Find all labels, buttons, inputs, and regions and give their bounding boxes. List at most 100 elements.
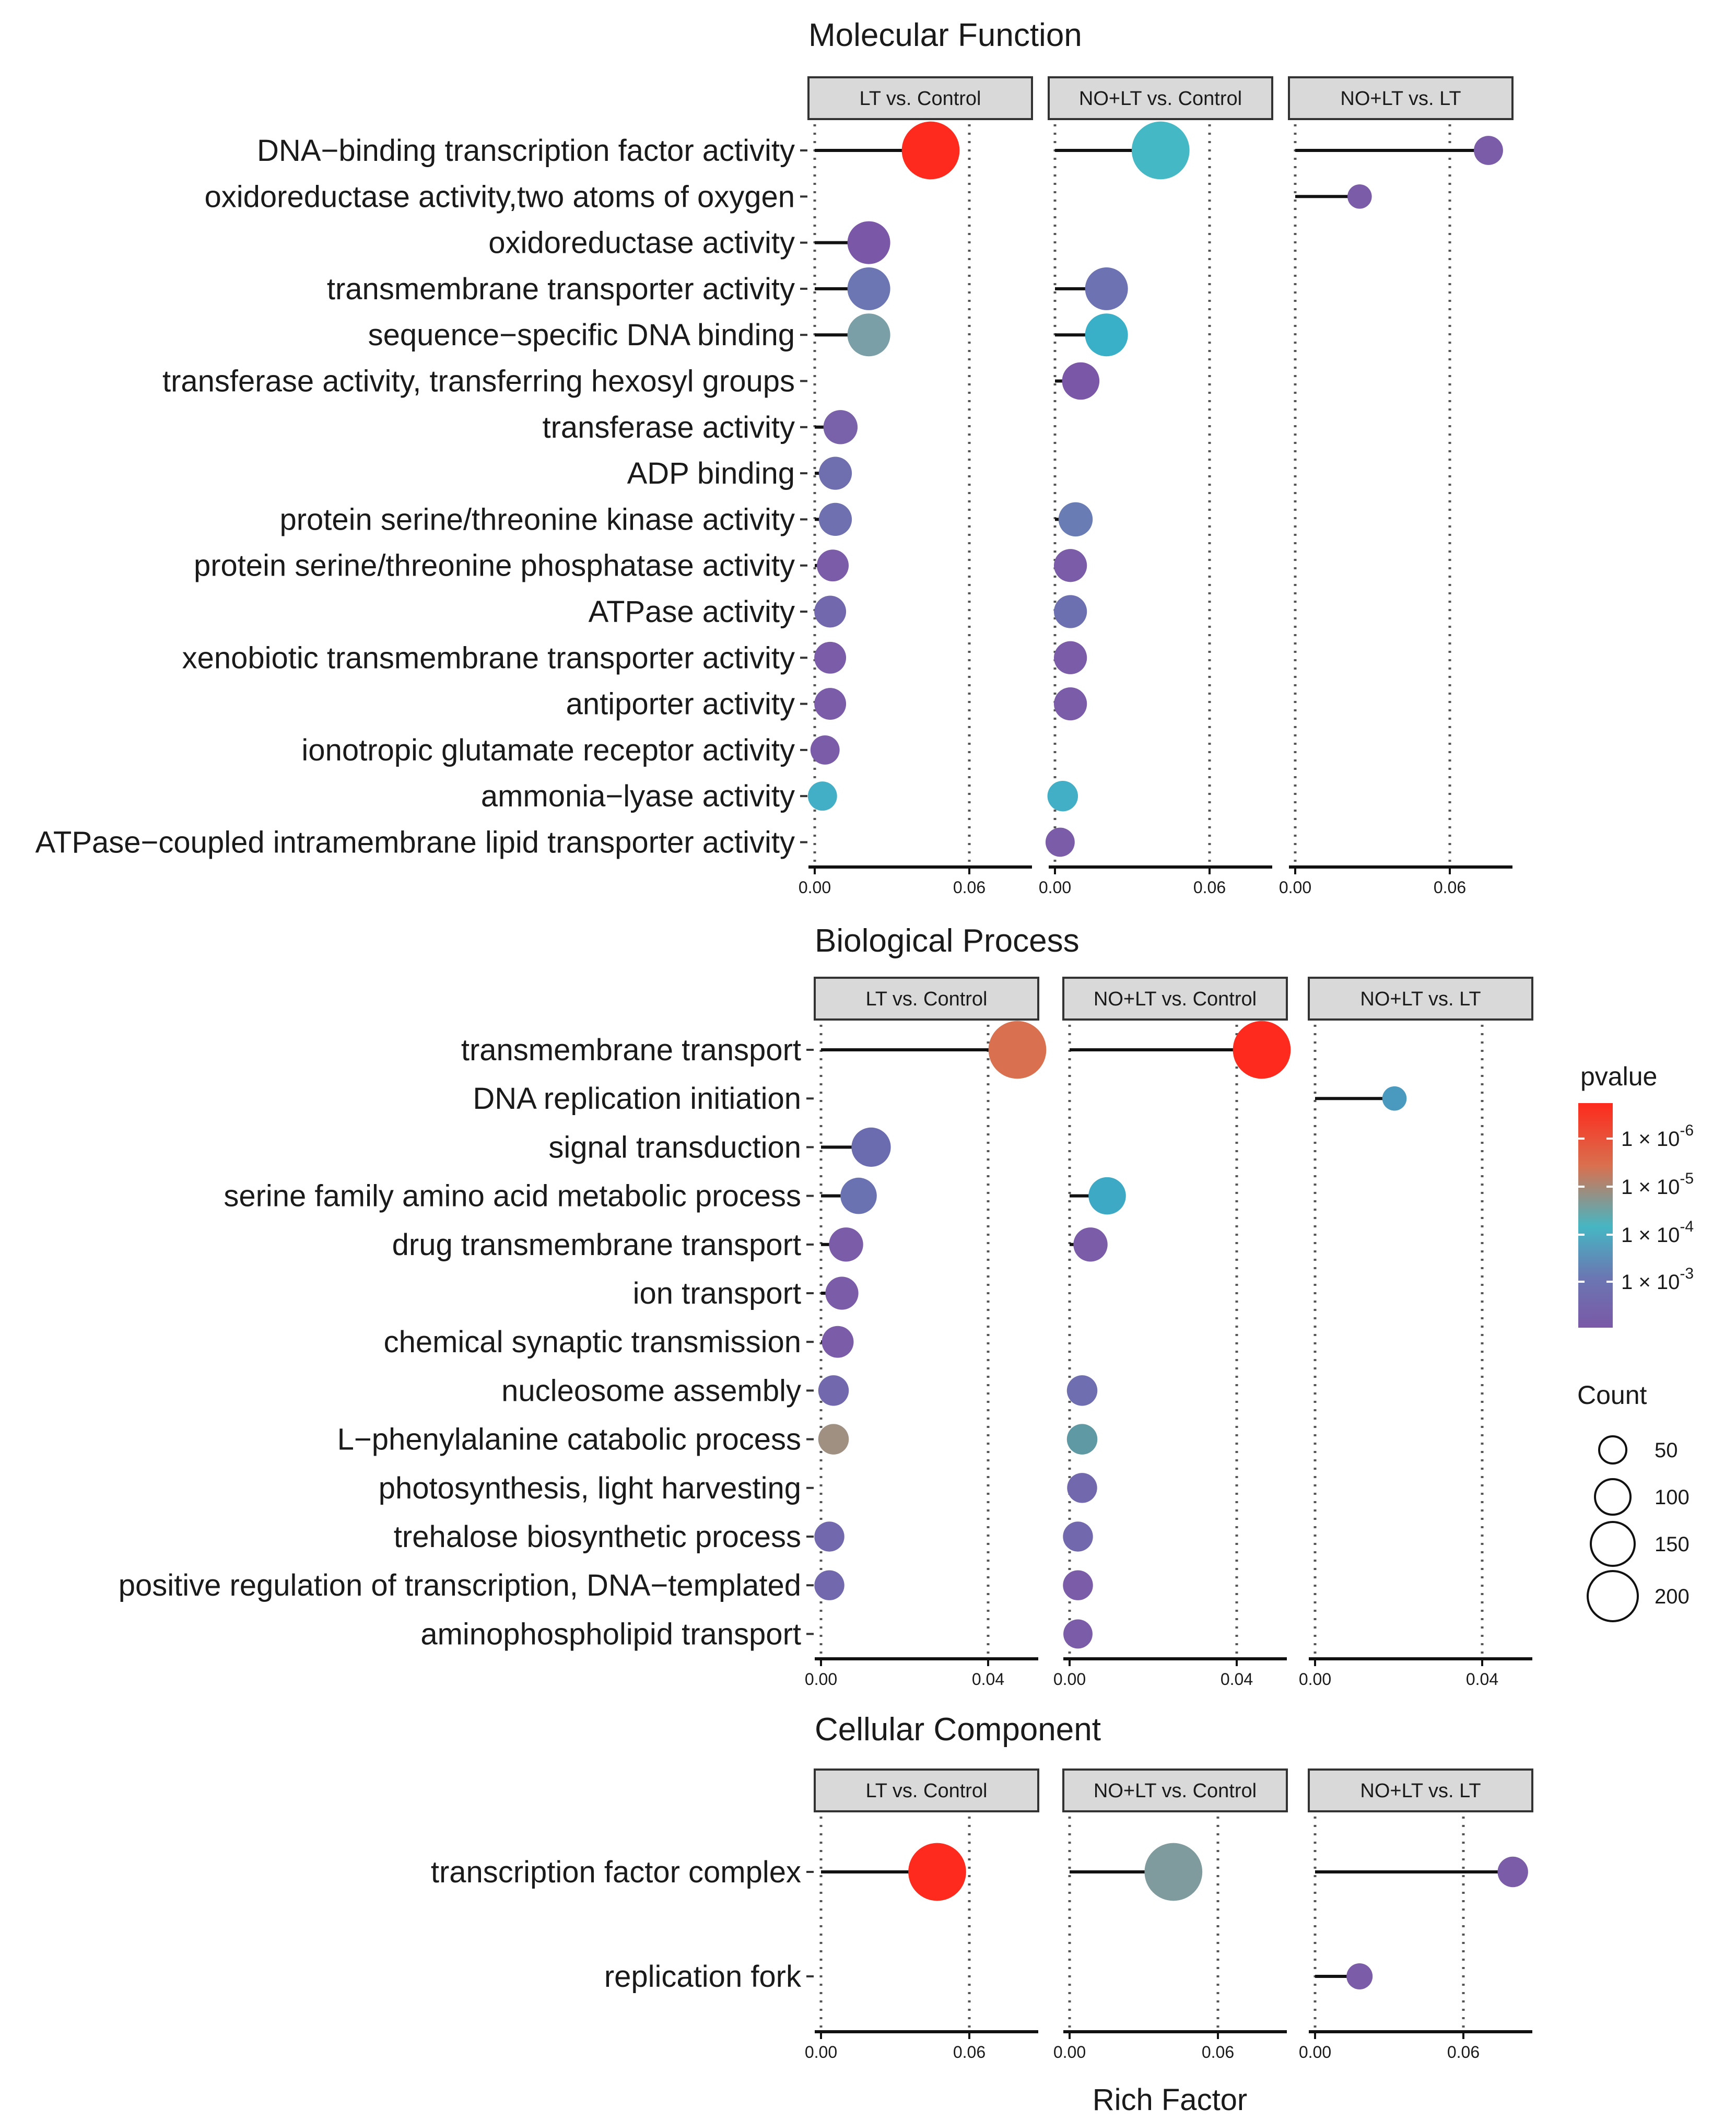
facet-3: NO+LT vs. LT 0.00 0.04 [1299,977,1533,1689]
lollipop-point [807,781,837,811]
lollipop-point [1053,687,1087,721]
facet-strip-label: NO+LT vs. LT [1340,88,1461,110]
lollipop-point [1067,1473,1097,1503]
lollipop-point [814,1521,844,1552]
panel-3: Cellular Component transcription factor c… [431,1712,1533,2062]
x-tick-label: 0.00 [805,2043,837,2062]
lollipop-point [1144,1843,1203,1901]
lollipop-point [818,1375,849,1406]
lollipop-point [1063,1570,1093,1600]
lollipop-point [814,595,847,628]
facet-2: NO+LT vs. Control 0.00 0.06 [1039,76,1273,897]
term-label: protein serine/threonine phosphatase act… [194,549,795,583]
term-label: transcription factor complex [431,1855,801,1889]
term-label: oxidoreductase activity,two atoms of oxy… [205,180,795,214]
facet-strip-label: NO+LT vs. LT [1360,988,1481,1010]
term-label: ATPase−coupled intramembrane lipid trans… [36,826,795,860]
facet-strip [1062,977,1288,1021]
lollipop-point [1131,121,1190,180]
x-tick-label: 0.00 [1039,878,1071,897]
lollipop-point [1073,1227,1108,1262]
lollipop-point [1233,1021,1291,1079]
term-label: oxidoreductase activity [488,226,795,260]
term-label: transferase activity [542,411,795,444]
term-label: serine family amino acid metabolic proce… [224,1179,801,1213]
lollipop-point [901,121,960,180]
term-label: DNA replication initiation [473,1082,801,1116]
term-label: ion transport [633,1276,801,1310]
facet-1: LT vs. Control 0.00 0.04 [805,977,1047,1689]
facet-strip-label: NO+LT vs. Control [1094,1780,1257,1802]
facet-3: NO+LT vs. LT 0.00 0.06 [1279,76,1514,897]
lollipop-point [817,549,849,582]
lollipop-point [1063,1619,1093,1649]
lollipop-point [818,502,852,536]
lollipop-point [1347,184,1372,209]
facet-strip [807,76,1033,120]
facet-strip [1308,977,1533,1021]
lollipop-point [818,1424,849,1455]
facet-2: NO+LT vs. Control 0.00 0.06 [1053,1768,1288,2062]
term-label: xenobiotic transmembrane transporter act… [182,641,795,675]
facet-strip-label: LT vs. Control [865,988,987,1010]
panel-title: Molecular Function [808,17,1082,53]
lollipop-point [1066,1375,1098,1406]
facet-strip-label: NO+LT vs. Control [1079,88,1242,110]
x-tick-label: 0.00 [1299,1670,1331,1689]
lollipop-point [814,688,847,720]
facet-strip [814,977,1039,1021]
term-label: transferase activity, transferring hexos… [162,365,795,399]
lollipop-point [814,1570,844,1600]
x-tick-label: 0.06 [953,2043,986,2062]
panel-1: Molecular Function DNA−binding transcript… [36,17,1514,897]
term-label: trehalose biosynthetic process [394,1520,801,1554]
lollipop-point [908,1843,966,1901]
lollipop-point [825,1276,859,1310]
lollipop-point [1063,1521,1093,1552]
x-tick-label: 0.00 [1053,2043,1086,2062]
x-tick-label: 0.04 [972,1670,1004,1689]
size-key-circle [1594,1478,1632,1516]
lollipop-point [1088,1177,1126,1215]
lollipop-point [822,1326,854,1358]
size-key-label: 100 [1655,1486,1690,1509]
facet-1: LT vs. Control 0.00 0.06 [805,1768,1039,2062]
lollipop-point [840,1177,877,1214]
term-label: chemical synaptic transmission [384,1325,801,1359]
term-label: ionotropic glutamate receptor activity [301,733,795,767]
size-key-label: 150 [1655,1533,1690,1556]
x-tick-label: 0.04 [1221,1670,1253,1689]
facet-1: LT vs. Control 0.00 0.06 [799,76,1033,897]
lollipop-point [1085,267,1128,310]
x-tick-label: 0.06 [1434,878,1466,897]
lollipop-point [1047,780,1078,812]
lollipop-point [818,456,852,490]
facet-2: NO+LT vs. Control 0.00 0.04 [1053,977,1291,1689]
facet-3: NO+LT vs. LT 0.00 0.06 [1299,1768,1533,2062]
size-key-circle [1598,1435,1627,1465]
term-label: drug transmembrane transport [392,1228,801,1262]
lollipop-point [1346,1963,1373,1989]
lollipop-point [1066,1424,1098,1455]
lollipop-point [829,1227,863,1262]
term-label: replication fork [604,1960,802,1994]
term-label: transmembrane transport [461,1033,801,1067]
lollipop-point [847,267,890,310]
colorbar-label: 1 × 10-3 [1621,1265,1694,1294]
lollipop-point [810,735,840,765]
lollipop-point [1053,595,1087,628]
lollipop-point [823,410,858,444]
size-key-label: 200 [1655,1585,1690,1608]
size-key-circle [1587,1570,1639,1622]
term-label: ATPase activity [589,595,795,629]
x-tick-label: 0.00 [799,878,831,897]
x-axis-title: Rich Factor [1093,2083,1248,2117]
lollipop-point [1382,1086,1407,1111]
panel-title: Biological Process [815,923,1080,959]
facet-strip [814,1768,1039,1812]
lollipop-point [847,221,890,264]
facet-strip-label: LT vs. Control [865,1780,987,1802]
size-key-label: 50 [1655,1439,1678,1462]
x-tick-label: 0.00 [1053,1670,1086,1689]
